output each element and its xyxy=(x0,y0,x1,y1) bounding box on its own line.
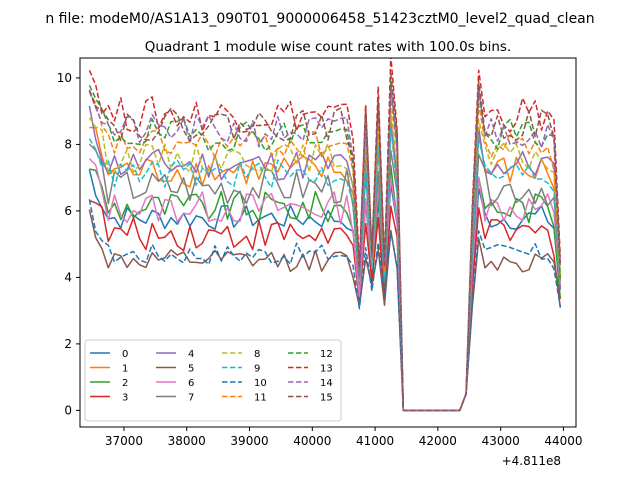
legend-label-4: 4 xyxy=(188,349,194,360)
x-tick-label: 41000 xyxy=(356,434,394,448)
x-offset-label: +4.811e8 xyxy=(502,454,561,468)
series-line-3 xyxy=(89,199,562,412)
legend-label-1: 1 xyxy=(122,364,128,375)
chart-title: Quadrant 1 module wise count rates with … xyxy=(145,39,511,55)
legend-label-5: 5 xyxy=(188,364,194,375)
y-tick-label: 0 xyxy=(64,403,72,417)
series-line-2 xyxy=(89,164,562,412)
series-line-7 xyxy=(88,143,562,412)
series-line-9 xyxy=(88,127,562,412)
series-line-10 xyxy=(88,199,562,412)
y-tick-label: 6 xyxy=(64,204,72,218)
y-tick-label: 2 xyxy=(64,337,72,351)
legend-label-14: 14 xyxy=(320,378,333,389)
legend-label-11: 11 xyxy=(254,393,267,404)
x-tick-label: 38000 xyxy=(168,434,206,448)
x-tick-label: 43000 xyxy=(482,434,520,448)
legend-label-13: 13 xyxy=(320,364,333,375)
legend-label-10: 10 xyxy=(254,378,267,389)
legend-label-12: 12 xyxy=(320,349,333,360)
x-tick-label: 44000 xyxy=(544,434,582,448)
x-tick-label: 37000 xyxy=(105,434,143,448)
series-line-15 xyxy=(88,73,562,412)
y-tick-label: 8 xyxy=(64,137,72,151)
legend-label-3: 3 xyxy=(122,393,128,404)
axes-frame xyxy=(79,57,577,428)
legend-label-8: 8 xyxy=(254,349,260,360)
plot-area xyxy=(88,58,562,412)
y-tick-label: 4 xyxy=(64,270,72,284)
legend-label-2: 2 xyxy=(122,378,128,389)
legend-label-0: 0 xyxy=(122,349,128,360)
series-line-5 xyxy=(88,209,562,412)
series-line-8 xyxy=(88,110,562,412)
legend-label-7: 7 xyxy=(188,393,194,404)
legend-label-9: 9 xyxy=(254,364,260,375)
y-tick-label: 10 xyxy=(57,71,72,85)
legend-label-15: 15 xyxy=(320,393,333,404)
legend-box xyxy=(84,339,342,422)
chart-suptitle: n file: modeM0/AS1A13_090T01_9000006458_… xyxy=(45,11,594,27)
series-line-11 xyxy=(88,90,562,412)
x-tick-label: 40000 xyxy=(293,434,331,448)
axes: 37000 38000 39000 40000 41000 42000 43000 44000… xyxy=(57,71,583,448)
x-tick-label: 42000 xyxy=(419,434,457,448)
legend-label-6: 6 xyxy=(188,378,194,389)
x-tick-label: 39000 xyxy=(230,434,268,448)
series-line-6 xyxy=(88,158,562,412)
